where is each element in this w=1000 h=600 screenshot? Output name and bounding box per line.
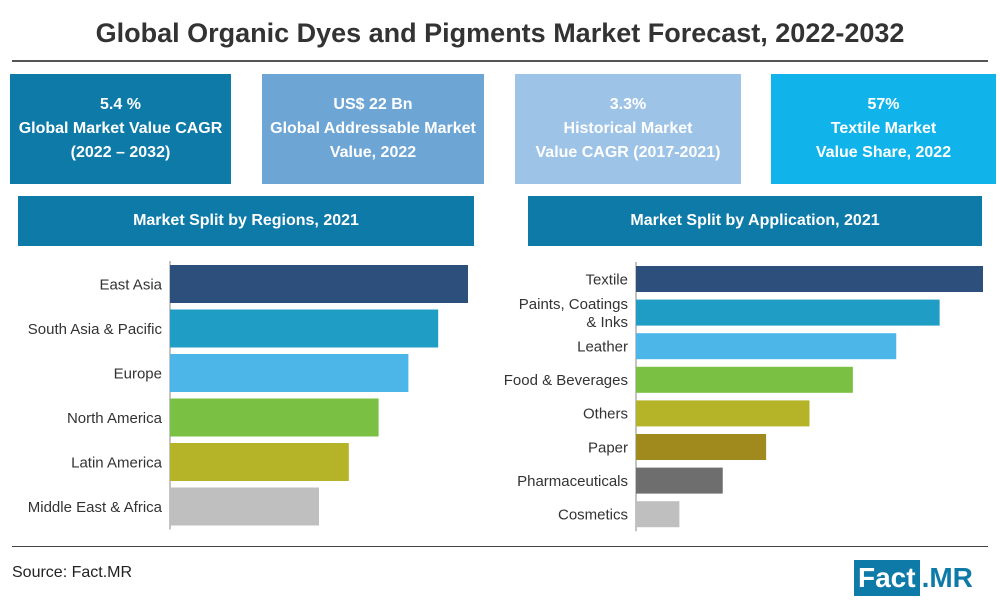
category-label: Pharmaceuticals <box>517 473 628 490</box>
category-label: Paints, Coatings & Inks <box>519 296 628 331</box>
bar-cosmetics <box>636 501 680 528</box>
logo-part-mr: .MR <box>919 560 975 596</box>
bar-others <box>636 400 810 427</box>
kpi-card-textile-share: 57% Textile Market Value Share, 2022 <box>771 74 996 184</box>
bar-pharmaceuticals <box>636 467 723 494</box>
bar-food-beverages <box>636 366 853 393</box>
page-title: Global Organic Dyes and Pigments Market … <box>95 18 905 48</box>
logo-part-fact: Fact <box>854 560 920 596</box>
kpi-value: 57% <box>867 96 900 113</box>
category-label: East Asia <box>99 276 162 293</box>
factmr-logo: Fact .MR <box>854 560 975 596</box>
title-divider <box>12 60 988 62</box>
regions-bar-chart: East Asia South Asia & Pacific Europe North… <box>28 261 468 530</box>
bar-leather <box>636 333 897 360</box>
category-label: North America <box>67 410 163 427</box>
application-chart-banner: Market Split by Application, 2021 <box>528 196 982 246</box>
kpi-label: Historical Market <box>563 120 693 137</box>
bar-east-asia <box>170 265 468 303</box>
category-label: Cosmetics <box>558 506 628 523</box>
bar-south-asia-pacific <box>170 309 439 348</box>
kpi-period: (2022 – 2032) <box>70 144 171 161</box>
kpi-card-cagr: 5.4 % Global Market Value CAGR (2022 – 2… <box>10 74 231 184</box>
kpi-value: 3.3% <box>609 96 647 113</box>
bar-middle-east-africa <box>170 487 319 526</box>
category-label: Others <box>583 406 628 423</box>
category-label: Middle East & Africa <box>28 499 163 516</box>
source-note: Source: Fact.MR <box>12 564 133 581</box>
category-label: Paper <box>588 439 628 456</box>
kpi-period: Value, 2022 <box>329 144 417 161</box>
category-label: Leather <box>577 338 628 355</box>
category-label: Food & Beverages <box>504 372 628 389</box>
kpi-label: Textile Market <box>830 120 937 137</box>
kpi-value: 5.4 % <box>100 96 141 113</box>
kpi-period: Value Share, 2022 <box>815 144 952 161</box>
bar-europe <box>170 354 409 392</box>
footer-divider <box>12 546 988 547</box>
regions-chart-banner: Market Split by Regions, 2021 <box>18 196 474 246</box>
application-bar-chart: Textile Paints, Coatings & Inks Leather Food… <box>504 262 983 532</box>
kpi-label: Global Market Value CAGR <box>18 120 223 137</box>
category-label: Europe <box>114 365 162 382</box>
bar-north-america <box>170 398 379 437</box>
bar-latin-america <box>170 443 349 481</box>
kpi-card-market-value: US$ 22 Bn Global Addressable Market Valu… <box>262 74 484 184</box>
category-label: Latin America <box>71 454 163 471</box>
bar-paints-coatings-inks <box>636 299 940 326</box>
category-label: South Asia & Pacific <box>28 321 163 338</box>
bar-textile <box>636 266 983 292</box>
category-label: Textile <box>585 271 628 288</box>
kpi-label: Global Addressable Market <box>270 120 476 137</box>
bar-paper <box>636 434 767 460</box>
kpi-value: US$ 22 Bn <box>333 96 413 113</box>
kpi-period: Value CAGR (2017-2021) <box>535 144 721 161</box>
kpi-card-historical-cagr: 3.3% Historical Market Value CAGR (2017-… <box>515 74 741 184</box>
